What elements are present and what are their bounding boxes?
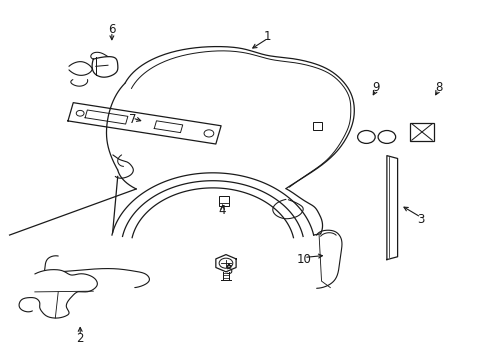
Bar (219, 196, 228, 206)
Text: 9: 9 (372, 81, 379, 94)
Bar (409, 123, 433, 141)
Bar (312, 122, 321, 130)
Text: 4: 4 (218, 204, 226, 217)
Text: 6: 6 (108, 23, 115, 36)
Text: 1: 1 (264, 30, 271, 43)
Text: 5: 5 (225, 264, 232, 277)
Text: 8: 8 (434, 81, 441, 94)
Text: 7: 7 (128, 113, 136, 126)
Text: 3: 3 (416, 213, 424, 226)
Text: 2: 2 (76, 332, 84, 345)
Text: 10: 10 (296, 253, 311, 266)
